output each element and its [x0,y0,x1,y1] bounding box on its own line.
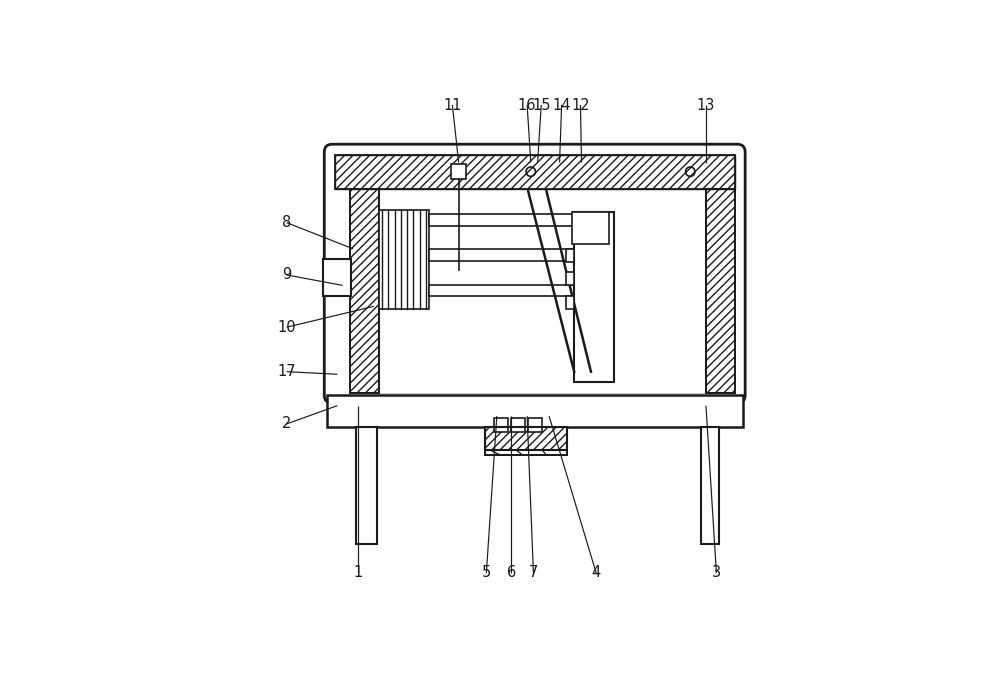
Bar [701,426,719,544]
Text: 2: 2 [282,416,291,431]
Bar [429,215,604,226]
FancyBboxPatch shape [324,144,745,403]
Text: 8: 8 [282,215,291,230]
Bar [485,450,567,456]
Bar [327,395,743,426]
Bar [706,189,735,392]
Bar [494,418,508,432]
Bar [485,426,567,450]
Text: 6: 6 [507,566,516,581]
Bar [485,426,567,456]
Bar [572,213,609,244]
Text: 11: 11 [443,98,462,113]
Bar [566,272,574,285]
Bar [350,189,379,392]
Bar [356,426,377,544]
Text: 1: 1 [354,566,363,581]
Bar [429,285,604,296]
Bar [451,164,466,179]
Bar [323,259,351,296]
Bar [429,249,604,261]
Bar [574,213,614,382]
Bar [350,189,379,392]
Text: 17: 17 [277,364,296,379]
Bar [528,418,542,432]
Text: 13: 13 [697,98,715,113]
Text: 15: 15 [532,98,551,113]
Bar [566,249,574,262]
Text: 4: 4 [592,566,601,581]
Text: 3: 3 [712,566,721,581]
Bar [706,189,735,392]
Bar [379,210,429,309]
Text: 5: 5 [482,566,491,581]
Bar [335,155,735,189]
Bar [485,426,567,456]
Bar [566,296,574,309]
Bar [511,418,525,432]
Bar [379,189,706,392]
Bar [335,155,735,189]
Text: 10: 10 [277,320,296,335]
Text: 7: 7 [529,566,538,581]
Text: 16: 16 [518,98,536,113]
Text: 12: 12 [571,98,590,113]
Text: 14: 14 [552,98,571,113]
Text: 9: 9 [282,268,291,282]
